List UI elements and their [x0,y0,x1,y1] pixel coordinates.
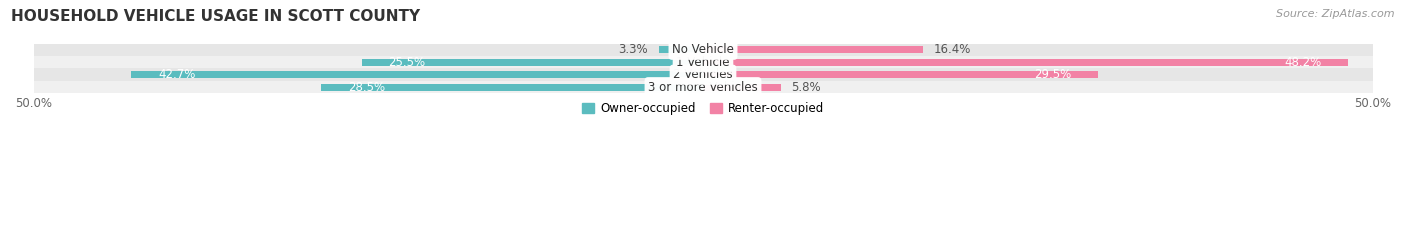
Bar [131,71,703,78]
Text: No Vehicle: No Vehicle [672,43,734,56]
Bar [34,44,1372,56]
Text: 28.5%: 28.5% [349,81,385,94]
Text: 2 Vehicles: 2 Vehicles [673,68,733,81]
Bar [34,56,1372,69]
Text: 1 Vehicle: 1 Vehicle [676,56,730,69]
Legend: Owner-occupied, Renter-occupied: Owner-occupied, Renter-occupied [578,97,828,120]
Bar [361,59,703,66]
Text: 48.2%: 48.2% [1284,56,1322,69]
Bar [322,84,703,91]
Text: HOUSEHOLD VEHICLE USAGE IN SCOTT COUNTY: HOUSEHOLD VEHICLE USAGE IN SCOTT COUNTY [11,9,420,24]
Bar [703,71,1098,78]
Text: 42.7%: 42.7% [157,68,195,81]
Text: 25.5%: 25.5% [388,56,426,69]
Bar [703,46,922,53]
Text: 3.3%: 3.3% [619,43,648,56]
Bar [703,59,1348,66]
Bar [34,81,1372,93]
Bar [34,69,1372,81]
Text: 16.4%: 16.4% [934,43,970,56]
Text: 5.8%: 5.8% [792,81,821,94]
Text: 3 or more Vehicles: 3 or more Vehicles [648,81,758,94]
Text: 29.5%: 29.5% [1033,68,1071,81]
Bar [703,84,780,91]
Bar [659,46,703,53]
Text: Source: ZipAtlas.com: Source: ZipAtlas.com [1277,9,1395,19]
